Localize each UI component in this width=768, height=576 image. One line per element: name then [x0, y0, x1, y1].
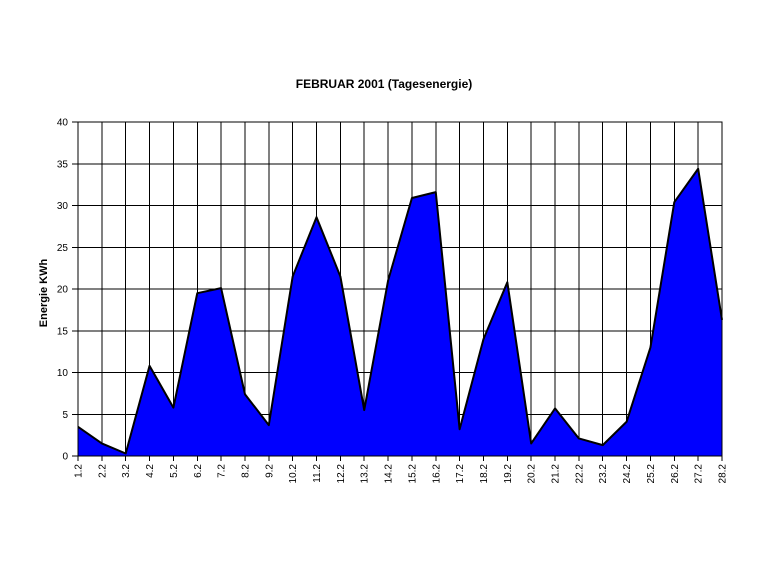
x-tick-label: 5.2	[169, 464, 180, 478]
x-tick-label: 8.2	[240, 464, 251, 478]
x-tick-label: 27.2	[694, 464, 705, 484]
x-tick-label: 1.2	[74, 464, 85, 478]
x-tick-label: 12.2	[336, 464, 347, 484]
chart-title: FEBRUAR 2001 (Tagesenergie)	[295, 77, 473, 91]
y-tick-label: 30	[57, 201, 69, 212]
x-tick-label: 23.2	[598, 464, 609, 484]
x-tick-label: 11.2	[312, 464, 323, 483]
x-tick-label: 13.2	[360, 464, 371, 484]
y-tick-label: 35	[57, 159, 69, 170]
x-tick-label: 25.2	[646, 464, 657, 484]
x-tick-label: 7.2	[217, 464, 228, 478]
x-tick-label: 9.2	[264, 464, 275, 478]
x-tick-label: 15.2	[407, 464, 418, 484]
x-tick-label: 24.2	[622, 464, 633, 484]
y-tick-label: 10	[57, 368, 69, 379]
x-tick-label: 20.2	[527, 464, 538, 484]
x-tick-label: 2.2	[97, 464, 108, 478]
y-tick-label: 5	[62, 410, 68, 421]
y-tick-label: 15	[57, 326, 69, 337]
x-tick-label: 16.2	[431, 464, 442, 484]
area-series	[78, 168, 722, 456]
x-tick-label: 22.2	[574, 464, 585, 484]
y-tick-label: 40	[57, 118, 69, 129]
x-tick-label: 26.2	[670, 464, 681, 484]
y-tick-label: 20	[57, 285, 69, 296]
x-tick-label: 17.2	[455, 464, 466, 484]
y-tick-label: 25	[57, 243, 69, 254]
x-tick-label: 28.2	[718, 464, 729, 484]
area-series-outline	[77, 167, 723, 455]
x-tick-label: 6.2	[193, 464, 204, 478]
x-tick-label: 21.2	[551, 464, 562, 484]
x-tick-label: 10.2	[288, 464, 299, 484]
x-tick-label: 19.2	[503, 464, 514, 484]
x-tick-label: 3.2	[121, 464, 132, 478]
y-tick-label: 0	[62, 452, 68, 463]
x-tick-label: 14.2	[384, 464, 395, 484]
x-tick-label: 18.2	[479, 464, 490, 484]
x-tick-label: 4.2	[145, 464, 156, 478]
